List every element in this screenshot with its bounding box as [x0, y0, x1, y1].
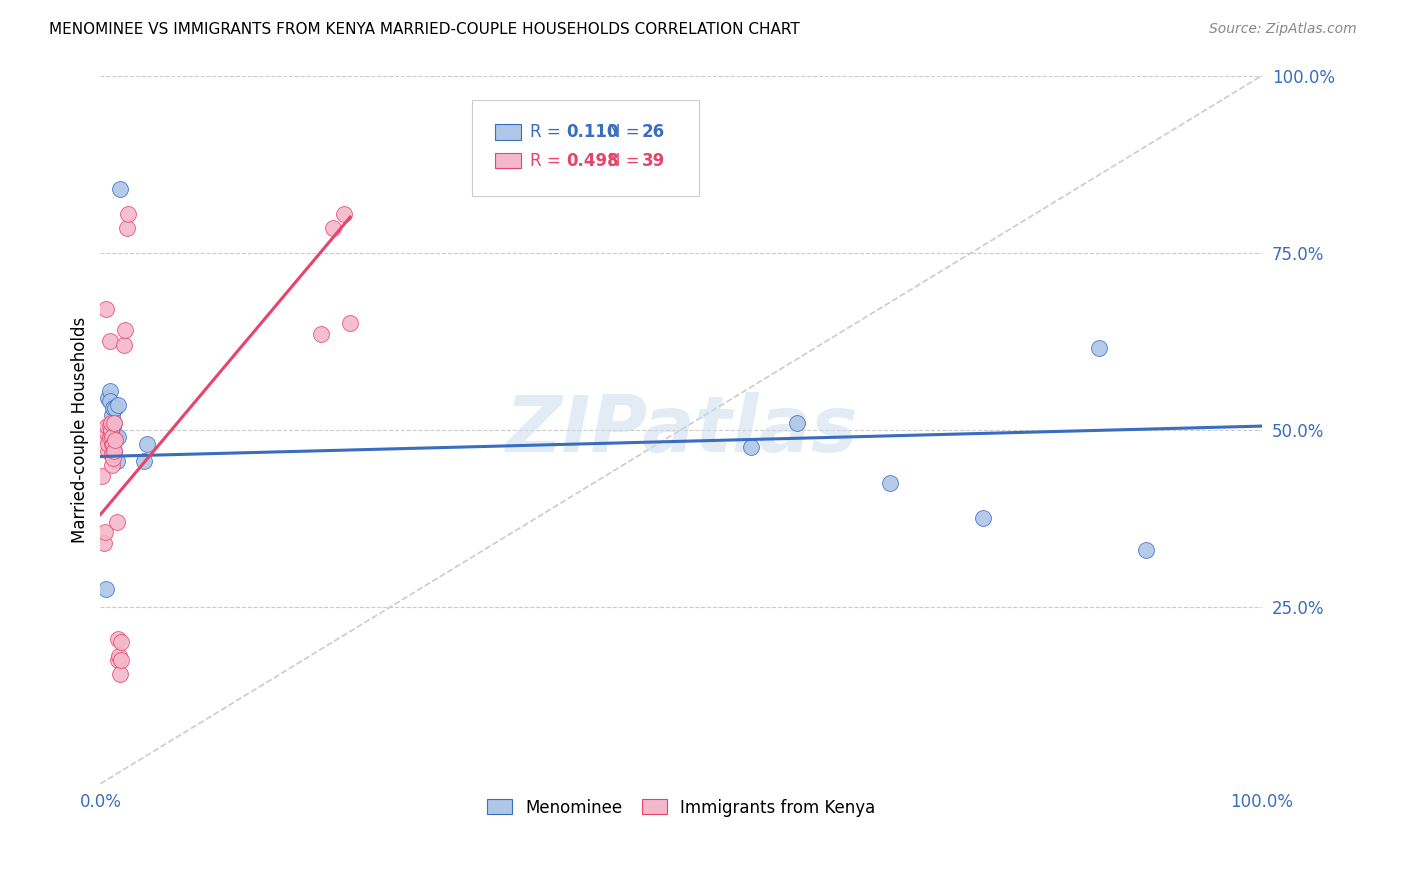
FancyBboxPatch shape	[472, 100, 699, 196]
Point	[96, 430, 118, 444]
Point	[100, 423, 122, 437]
Point	[107, 430, 129, 444]
Point	[97, 437, 120, 451]
Point	[96, 582, 118, 596]
Point	[103, 443, 125, 458]
Text: Source: ZipAtlas.com: Source: ZipAtlas.com	[1209, 22, 1357, 37]
Point	[103, 416, 125, 430]
Text: MENOMINEE VS IMMIGRANTS FROM KENYA MARRIED-COUPLE HOUSEHOLDS CORRELATION CHART: MENOMINEE VS IMMIGRANTS FROM KENYA MARRI…	[49, 22, 800, 37]
Point	[103, 416, 125, 430]
Point	[101, 458, 124, 472]
Point	[107, 632, 129, 646]
Point	[98, 384, 121, 398]
Legend: Menominee, Immigrants from Kenya: Menominee, Immigrants from Kenya	[478, 790, 884, 825]
Point	[100, 419, 122, 434]
Point	[104, 430, 127, 444]
Text: 39: 39	[641, 152, 665, 169]
Point	[101, 437, 124, 451]
Point	[104, 434, 127, 448]
Text: R =: R =	[530, 123, 567, 141]
Text: N =: N =	[607, 123, 645, 141]
Point	[786, 416, 808, 430]
Point	[97, 391, 120, 405]
Point	[108, 667, 131, 681]
Text: 26: 26	[641, 123, 665, 141]
Text: R =: R =	[530, 152, 567, 169]
Point	[333, 206, 356, 220]
Point	[94, 525, 117, 540]
Point	[100, 426, 122, 441]
Point	[110, 635, 132, 649]
Point	[101, 447, 124, 461]
Point	[101, 423, 124, 437]
Point	[107, 653, 129, 667]
Point	[107, 398, 129, 412]
Point	[101, 430, 124, 444]
Text: 0.498: 0.498	[567, 152, 619, 169]
Point	[101, 401, 124, 416]
FancyBboxPatch shape	[495, 153, 520, 169]
Point	[104, 401, 127, 416]
Point	[134, 454, 156, 468]
Point	[972, 511, 994, 525]
Point	[100, 416, 122, 430]
Point	[96, 419, 118, 434]
Point	[101, 409, 124, 423]
Text: ZIPatlas: ZIPatlas	[505, 392, 858, 467]
Point	[101, 437, 124, 451]
Point	[98, 430, 121, 444]
Point	[309, 326, 332, 341]
Point	[97, 443, 120, 458]
Point	[93, 536, 115, 550]
Point	[105, 515, 128, 529]
Point	[90, 468, 112, 483]
FancyBboxPatch shape	[495, 124, 520, 140]
Point	[112, 337, 135, 351]
Point	[96, 426, 118, 441]
Point	[98, 419, 121, 434]
Point	[115, 220, 138, 235]
Point	[96, 302, 118, 317]
Point	[1088, 341, 1111, 355]
Text: N =: N =	[607, 152, 645, 169]
Point	[108, 649, 131, 664]
Point	[117, 206, 139, 220]
Point	[879, 475, 901, 490]
Point	[135, 437, 157, 451]
Point	[1135, 543, 1157, 558]
Y-axis label: Married-couple Households: Married-couple Households	[72, 317, 89, 542]
Point	[108, 182, 131, 196]
Point	[98, 394, 121, 409]
Point	[339, 317, 361, 331]
Text: 0.110: 0.110	[567, 123, 619, 141]
Point	[101, 419, 124, 434]
Point	[740, 440, 762, 454]
Point	[114, 323, 136, 337]
Point	[322, 220, 344, 235]
Point	[103, 443, 125, 458]
Point	[101, 450, 124, 465]
Point	[98, 334, 121, 348]
Point	[110, 653, 132, 667]
Point	[105, 454, 128, 468]
Point	[100, 426, 122, 441]
